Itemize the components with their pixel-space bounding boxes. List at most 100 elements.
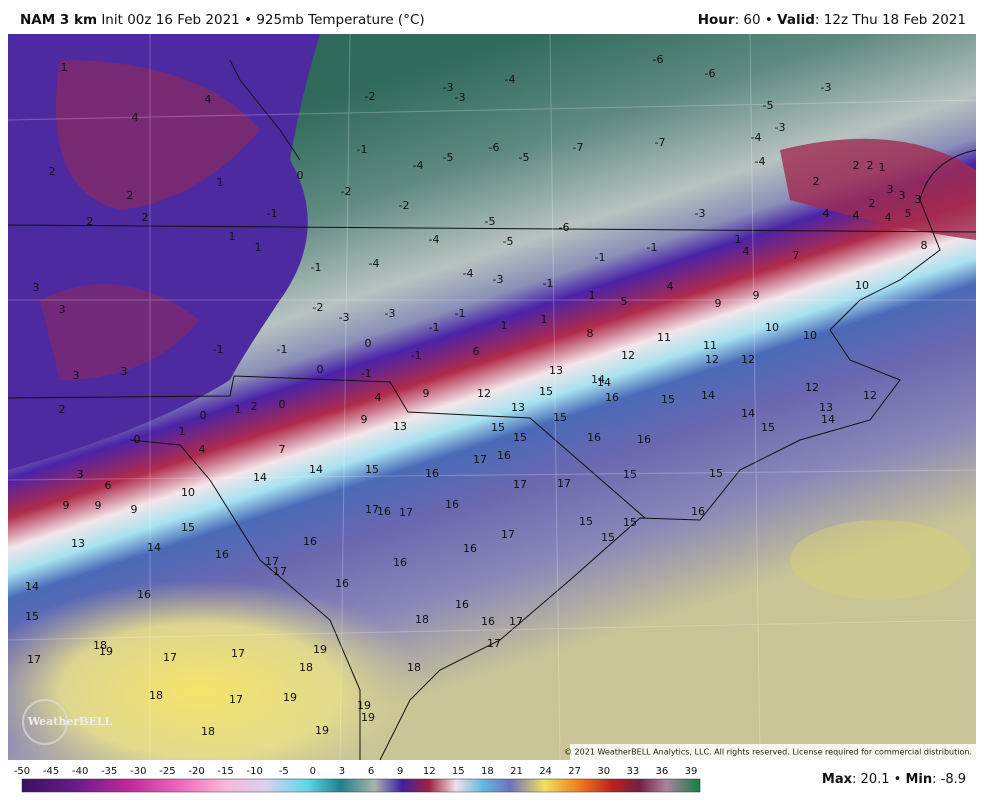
temperature-label: 15 xyxy=(661,393,675,406)
temperature-label: -3 xyxy=(821,81,832,94)
temperature-label: -5 xyxy=(485,215,496,228)
temperature-label: -2 xyxy=(313,301,324,314)
temperature-label: 17 xyxy=(487,637,501,650)
temperature-label: -2 xyxy=(399,199,410,212)
temperature-label: -4 xyxy=(755,155,766,168)
temperature-label: 13 xyxy=(819,401,833,414)
temperature-label: 0 xyxy=(365,337,372,350)
colorbar-tick-label: -10 xyxy=(247,766,263,777)
temperature-label: 17 xyxy=(265,555,279,568)
temperature-label: 1 xyxy=(235,403,242,416)
temperature-label: 16 xyxy=(393,556,407,569)
hour: 60 xyxy=(743,12,761,28)
temperature-label: 16 xyxy=(445,498,459,511)
temperature-label: 0 xyxy=(317,363,324,376)
colorbar-tick-label: 30 xyxy=(597,766,610,777)
temperature-label: 17 xyxy=(473,453,487,466)
temperature-label: -1 xyxy=(213,343,224,356)
temperature-label: 2 xyxy=(49,165,56,178)
temperature-label: 14 xyxy=(597,376,611,389)
temperature-label: 14 xyxy=(147,541,161,554)
temperature-label: 18 xyxy=(149,689,163,702)
temperature-label: -4 xyxy=(429,233,440,246)
temperature-label: 14 xyxy=(25,580,39,593)
temperature-label: -5 xyxy=(503,235,514,248)
temperature-label: 4 xyxy=(132,111,139,124)
temperature-label: 4 xyxy=(375,391,382,404)
temperature-label: 3 xyxy=(77,468,84,481)
temperature-label: -1 xyxy=(267,207,278,220)
state-line xyxy=(7,375,646,519)
colorbar-tick-label: 15 xyxy=(452,766,465,777)
temperature-label: 5 xyxy=(905,207,912,220)
temperature-label: -4 xyxy=(751,131,762,144)
colorbar xyxy=(21,778,701,793)
temperature-label: 11 xyxy=(703,339,717,352)
temperature-label: 12 xyxy=(863,389,877,402)
temperature-label: 9 xyxy=(423,387,430,400)
temperature-label: 15 xyxy=(709,467,723,480)
temperature-label: 14 xyxy=(591,373,605,386)
state-line xyxy=(129,439,361,760)
colorbar-tick-label: 18 xyxy=(481,766,494,777)
temperature-label: 18 xyxy=(299,661,313,674)
temperature-label: -4 xyxy=(463,267,474,280)
temperature-label: 1 xyxy=(217,176,224,189)
coastal-warm xyxy=(780,138,976,240)
max: 20.1 xyxy=(860,772,890,787)
temperature-label: -3 xyxy=(775,121,786,134)
temperature-label: 14 xyxy=(309,463,323,476)
temperature-label: 19 xyxy=(361,711,375,724)
temperature-label: -3 xyxy=(385,307,396,320)
state-line xyxy=(229,59,301,161)
temperature-label: 12 xyxy=(621,349,635,362)
temperature-label: 12 xyxy=(805,381,819,394)
temperature-label: 2 xyxy=(127,189,134,202)
temperature-label: 15 xyxy=(601,531,615,544)
temperature-label: 15 xyxy=(181,521,195,534)
temperature-label: 17 xyxy=(557,477,571,490)
temperature-label: 1 xyxy=(61,61,68,74)
temperature-label: 13 xyxy=(511,401,525,414)
temperature-label: 12 xyxy=(477,387,491,400)
temperature-label: 4 xyxy=(205,93,212,106)
temperature-label: 7 xyxy=(279,443,286,456)
temperature-label: 4 xyxy=(743,245,750,258)
temperature-label: 18 xyxy=(201,725,215,738)
temperature-label: 16 xyxy=(455,598,469,611)
temperature-label: 17 xyxy=(163,651,177,664)
temperature-label: 16 xyxy=(463,542,477,555)
temperature-label: 4 xyxy=(199,443,206,456)
header-right: Hour: 60 • Valid: 12z Thu 18 Feb 2021 xyxy=(697,12,966,28)
temperature-label: -4 xyxy=(413,159,424,172)
temperature-label: 15 xyxy=(513,431,527,444)
temperature-label: 9 xyxy=(361,413,368,426)
temperature-label: 2 xyxy=(867,159,874,172)
temperature-label: 15 xyxy=(365,463,379,476)
temperature-label: -4 xyxy=(505,73,516,86)
temperature-label: 0 xyxy=(279,398,286,411)
temperature-label: -3 xyxy=(695,207,706,220)
model: NAM 3 km xyxy=(20,12,98,28)
temperature-label: -3 xyxy=(443,81,454,94)
temperature-label: 9 xyxy=(131,503,138,516)
temperature-label: 14 xyxy=(821,413,835,426)
temperature-label: 1 xyxy=(735,233,742,246)
min: -8.9 xyxy=(940,772,966,787)
colorbar-tick-label: 36 xyxy=(656,766,669,777)
temperature-label: 10 xyxy=(855,279,869,292)
temperature-label: 3 xyxy=(33,281,40,294)
temperature-label: 15 xyxy=(25,610,39,623)
temperature-label: 3 xyxy=(59,303,66,316)
valid: 12z Thu 18 Feb 2021 xyxy=(823,12,966,28)
colorbar-tick-label: -5 xyxy=(279,766,289,777)
separator: • xyxy=(893,772,902,787)
temperature-label: 19 xyxy=(99,645,113,658)
temperature-label: 15 xyxy=(761,421,775,434)
colorbar-tick-label: 33 xyxy=(626,766,639,777)
temperature-label: 17 xyxy=(399,506,413,519)
boundaries xyxy=(7,59,977,761)
